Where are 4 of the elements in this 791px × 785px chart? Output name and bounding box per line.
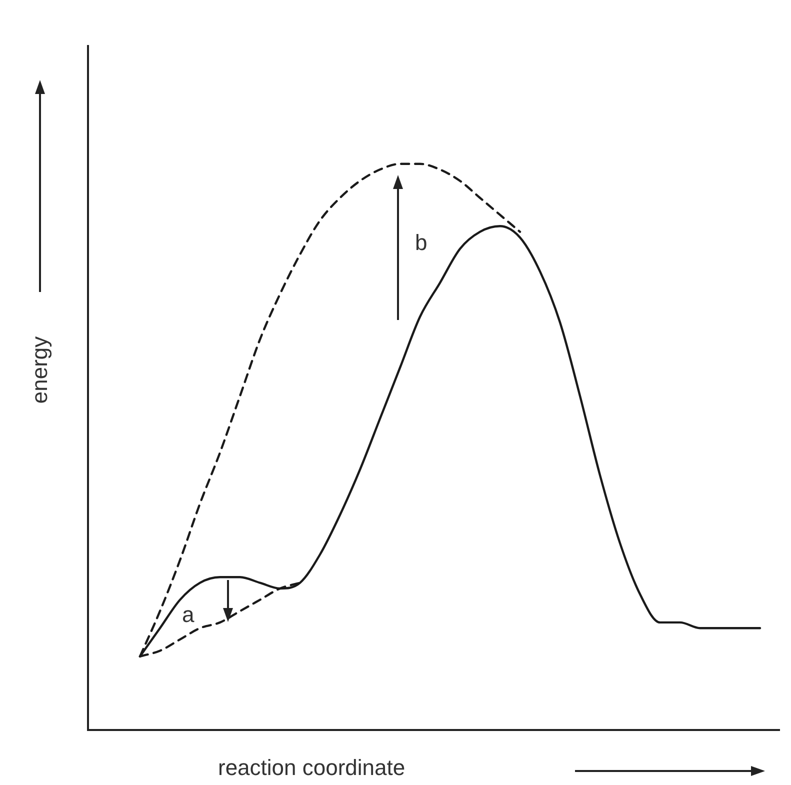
- annotation: a: [182, 602, 194, 628]
- x-axis-title: reaction coordinate: [218, 755, 406, 781]
- annotation: b: [415, 230, 428, 256]
- y-axis-title: energy: [27, 336, 53, 404]
